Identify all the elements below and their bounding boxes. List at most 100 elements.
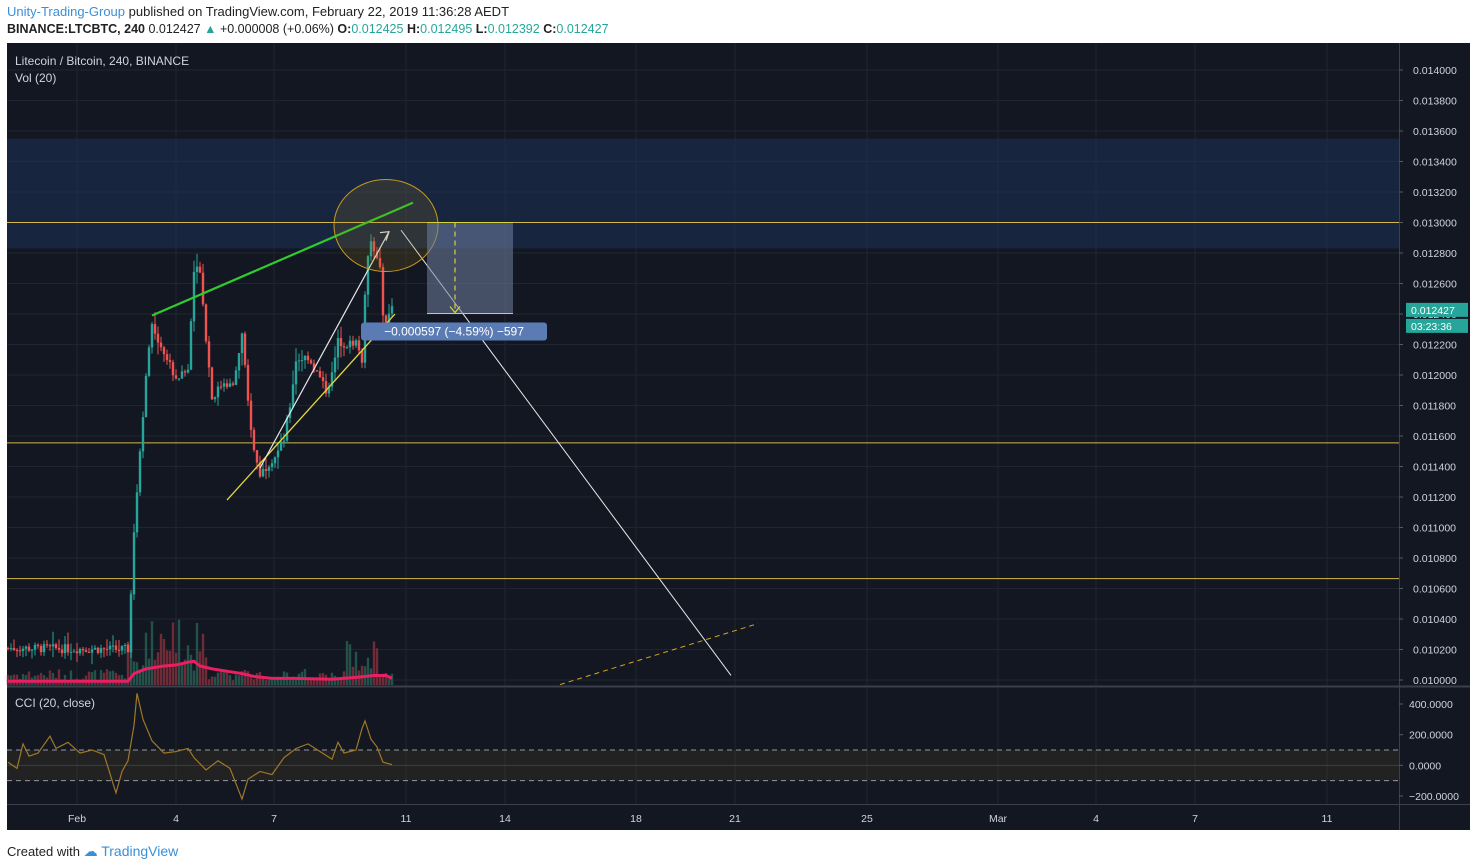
volume-bar: [192, 670, 196, 685]
time-tick-label: 4: [173, 813, 179, 825]
volume-bar: [150, 621, 154, 685]
candle-body: [189, 321, 193, 370]
volume-bar: [174, 652, 178, 685]
drawings[interactable]: [151, 179, 759, 686]
volume-bar: [171, 622, 175, 685]
candle-body: [237, 353, 241, 371]
volume-bar: [39, 672, 43, 685]
time-tick-label: 14: [499, 813, 511, 825]
price-tick-label: 0.011400: [1413, 462, 1456, 474]
volume-bar: [105, 669, 109, 685]
volume-bar: [273, 679, 277, 685]
candle-body: [216, 386, 220, 398]
candle-body: [291, 384, 295, 408]
volume-bar: [48, 670, 52, 685]
close-label: C:: [543, 22, 557, 36]
candle-body: [93, 647, 97, 650]
candle-body: [333, 357, 337, 373]
volume-bar: [144, 632, 148, 685]
candle-body: [165, 354, 169, 361]
candle-body: [264, 469, 268, 471]
candle-body: [117, 649, 121, 651]
volume-bar: [276, 676, 280, 685]
chart-title: Litecoin / Bitcoin, 240, BINANCE: [15, 54, 189, 68]
time-tick-label: 7: [1192, 813, 1198, 825]
publish-header: Unity-Trading-Group published on Trading…: [7, 4, 509, 19]
volume-bar: [57, 669, 61, 685]
published-text: published on TradingView.com, February 2…: [128, 4, 510, 19]
cci-tick-label: 200.0000: [1409, 730, 1453, 742]
time-tick-label: Mar: [989, 813, 1008, 825]
volume-bar: [312, 679, 316, 685]
high-label: H:: [406, 22, 421, 36]
candle-body: [342, 346, 346, 348]
candle-body: [45, 644, 49, 646]
candle-body: [135, 492, 139, 533]
candle-body: [141, 417, 145, 452]
volume-bar: [162, 638, 166, 685]
price-tick-label: 0.013400: [1413, 157, 1457, 169]
volume-bar: [387, 678, 391, 685]
price-tick-label: 0.012000: [1413, 370, 1457, 382]
volume-bar: [114, 672, 118, 685]
candle-body: [168, 360, 172, 363]
candle-body: [219, 386, 223, 388]
volume-bar: [216, 672, 220, 685]
volume-bar: [291, 676, 295, 685]
candle-body: [258, 462, 262, 477]
volume-bar: [108, 671, 112, 685]
open-label: O:: [337, 22, 352, 36]
candle-body: [339, 338, 343, 347]
cci-axis-labels: 400.0000 200.0000 0.0000 −200.0000: [1399, 699, 1459, 803]
candle-body: [123, 644, 127, 646]
volume-bar: [390, 673, 394, 685]
volume-bar: [327, 678, 331, 685]
candle-body: [210, 367, 214, 400]
volume-bar: [234, 674, 238, 685]
measure-label[interactable]: [361, 322, 547, 341]
candle-body: [66, 644, 70, 653]
candle-body: [324, 381, 328, 394]
volume-bar: [336, 680, 340, 685]
candle-body: [234, 370, 238, 385]
candle-body: [309, 360, 313, 364]
candle-body: [57, 648, 61, 650]
time-tick-label: 18: [630, 813, 642, 825]
volume-bar: [372, 641, 376, 685]
volume-bar: [189, 654, 193, 685]
cci-pane[interactable]: [7, 688, 1399, 804]
volume-bar: [288, 677, 292, 685]
cci-legend: CCI (20, close): [15, 696, 95, 710]
volume-bar: [69, 670, 73, 685]
volume-bar: [87, 671, 91, 685]
candle-body: [381, 267, 385, 316]
price-tick-label: 0.010400: [1413, 614, 1457, 626]
candle-body: [276, 450, 280, 458]
candle-body: [252, 429, 256, 451]
volume-bar: [267, 680, 271, 685]
volume-bar: [303, 668, 307, 685]
volume-bar: [93, 670, 97, 685]
candle-body: [228, 383, 232, 387]
volume-bar: [138, 669, 142, 685]
horizontal-levels[interactable]: [7, 222, 1399, 580]
candle-body: [150, 324, 154, 348]
symbol-label: BINANCE:LTCBTC, 240: [7, 22, 145, 36]
volume-bar: [378, 674, 382, 685]
candle-body: [345, 347, 349, 349]
candle-body: [99, 648, 103, 653]
tradingview-brand-link[interactable]: TradingView: [101, 843, 179, 859]
candle-body: [270, 463, 274, 468]
candle-body: [267, 467, 271, 471]
volume-bar: [315, 679, 319, 685]
price-tick-label: 0.014000: [1413, 65, 1457, 77]
low-label: L:: [475, 22, 488, 36]
candle-body: [279, 441, 283, 451]
volume-bar: [294, 677, 298, 685]
volume-bar: [219, 671, 223, 685]
author-link[interactable]: Unity-Trading-Group: [7, 4, 126, 19]
volume-bar: [270, 678, 274, 685]
candle-body: [72, 651, 76, 653]
green-trend-line: [151, 201, 414, 317]
